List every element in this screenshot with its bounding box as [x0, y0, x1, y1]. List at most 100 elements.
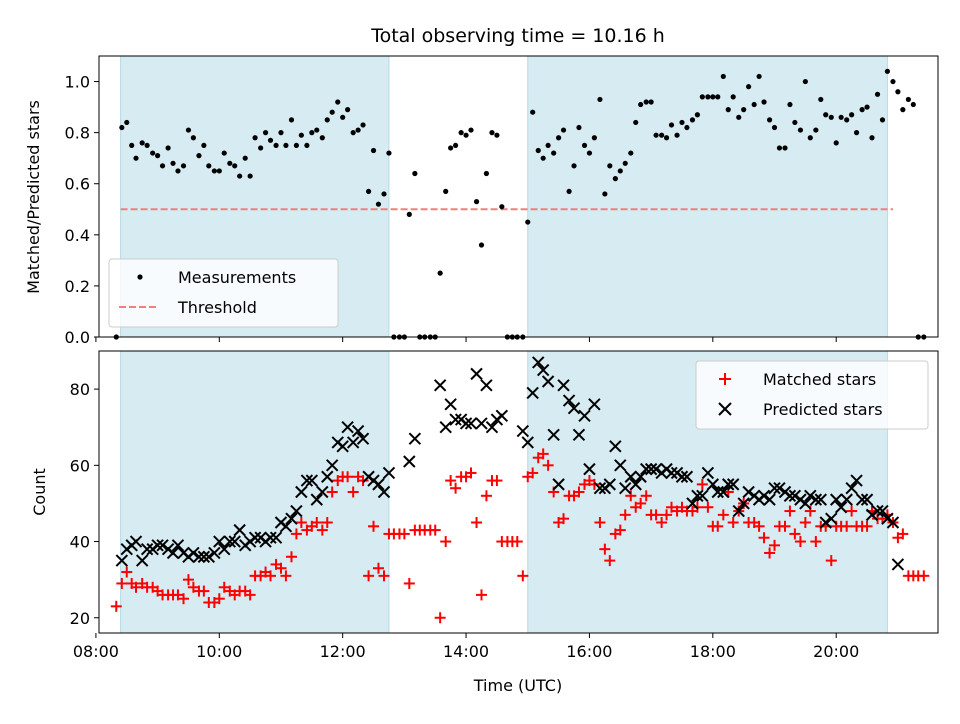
top-legend-box — [108, 258, 339, 328]
matched-star-point — [588, 478, 600, 490]
predicted-star-stroke-b — [783, 489, 797, 503]
predicted-star-point — [871, 504, 884, 518]
predicted-star-point — [526, 386, 539, 400]
predicted-star-point — [696, 489, 709, 503]
measurement-point — [751, 101, 757, 108]
measurement-point — [653, 132, 659, 138]
matched-star-point — [445, 475, 457, 487]
measurement-point — [874, 91, 881, 97]
predicted-star-point — [218, 542, 231, 556]
measurement-point — [283, 142, 289, 149]
predicted-star-stroke-b — [300, 474, 314, 487]
predicted-star-stroke-b — [845, 481, 858, 495]
predicted-star-point — [475, 417, 488, 430]
predicted-star-stroke-b — [408, 432, 422, 445]
predicted-star-point — [624, 470, 637, 483]
measurement-point — [412, 170, 418, 177]
predicted-star-stroke-b — [809, 493, 823, 506]
bottom-y-ticks: 20 40 60 80 — [70, 380, 99, 628]
predicted-star-stroke-b — [233, 523, 246, 537]
measurement-point — [741, 107, 747, 113]
predicted-star-point — [140, 542, 154, 556]
predicted-star-stroke-b — [572, 428, 586, 442]
predicted-star-point — [485, 421, 499, 434]
matched-star-point — [465, 467, 477, 479]
matched-star-point — [527, 467, 539, 479]
predicted-star-stroke-b — [706, 478, 720, 491]
matched-star-point — [342, 471, 354, 483]
measurement-point — [612, 176, 618, 182]
predicted-star-stroke-b — [521, 436, 534, 449]
matched-star-point — [440, 536, 452, 548]
predicted-star-point — [886, 516, 900, 529]
predicted-star-stroke-b — [732, 504, 745, 518]
count-points — [110, 356, 930, 624]
predicted-star-stroke-b — [588, 398, 601, 411]
predicted-star-stroke-b — [830, 493, 843, 506]
predicted-star-stroke-b — [285, 512, 298, 525]
top-plot-frame — [98, 55, 939, 338]
measurement-point — [853, 130, 860, 136]
measurement-point — [489, 130, 495, 136]
x-tick-label: 16:00 — [566, 642, 612, 661]
matched-star-point — [696, 478, 708, 490]
measurement-point — [463, 132, 469, 138]
matched-star-point — [265, 570, 277, 582]
matched-star-point — [295, 516, 307, 528]
predicted-star-point — [757, 489, 771, 503]
measurement-point — [473, 199, 480, 205]
measurement-point — [659, 132, 665, 138]
predicted-star-point — [403, 455, 416, 468]
measurement-point — [530, 109, 536, 115]
predicted-star-point — [773, 481, 786, 495]
predicted-star-point — [115, 554, 129, 567]
predicted-star-point — [187, 546, 200, 560]
matched-star-point — [182, 574, 194, 586]
predicted-star-point — [552, 478, 565, 491]
measurement-point — [133, 155, 139, 161]
matched-star-point — [244, 589, 256, 601]
predicted-star-stroke-b — [192, 550, 206, 563]
predicted-star-point — [825, 512, 838, 525]
predicted-star-stroke-b — [382, 466, 396, 480]
measurement-point — [566, 188, 572, 194]
predicted-star-stroke-b — [516, 424, 530, 438]
predicted-star-stroke-b — [860, 493, 874, 506]
predicted-star-point — [521, 436, 534, 449]
measurement-point — [844, 117, 850, 123]
predicted-star-stroke-b — [547, 428, 560, 442]
predicted-star-point — [192, 550, 206, 563]
predicted-star-stroke-b — [213, 535, 226, 548]
measurement-point — [458, 130, 464, 136]
measurement-point — [216, 168, 222, 174]
measurement-point — [761, 99, 767, 105]
predicted-star-point — [377, 485, 391, 499]
measurement-point — [540, 155, 546, 161]
matched-star-point — [316, 524, 328, 536]
top-y-tick-label: 0.4 — [65, 226, 90, 245]
predicted-star-point — [310, 493, 323, 506]
measurement-point — [267, 137, 274, 143]
predicted-star-stroke-b — [372, 478, 385, 491]
predicted-star-point — [768, 481, 781, 495]
measurement-point — [242, 155, 248, 161]
predicted-star-point — [603, 478, 617, 491]
matched-star-point — [619, 509, 631, 521]
measurement-point — [776, 145, 783, 151]
predicted-star-point — [783, 489, 797, 503]
predicted-star-stroke-b — [804, 489, 817, 503]
matched-star-point — [846, 505, 858, 517]
predicted-star-stroke-b — [742, 485, 755, 499]
predicted-star-point — [151, 539, 164, 552]
predicted-star-stroke-b — [726, 478, 740, 491]
measurement-point — [694, 112, 701, 118]
predicted-star-stroke-b — [562, 394, 576, 407]
predicted-star-point — [171, 539, 185, 552]
measurement-point — [633, 119, 639, 126]
predicted-star-stroke-b — [202, 550, 216, 563]
measurement-point — [298, 132, 304, 138]
legend-predicted-marker — [718, 402, 732, 416]
matched-star-point — [665, 501, 677, 513]
measurement-point — [576, 124, 582, 131]
predicted-star-point — [619, 481, 632, 495]
